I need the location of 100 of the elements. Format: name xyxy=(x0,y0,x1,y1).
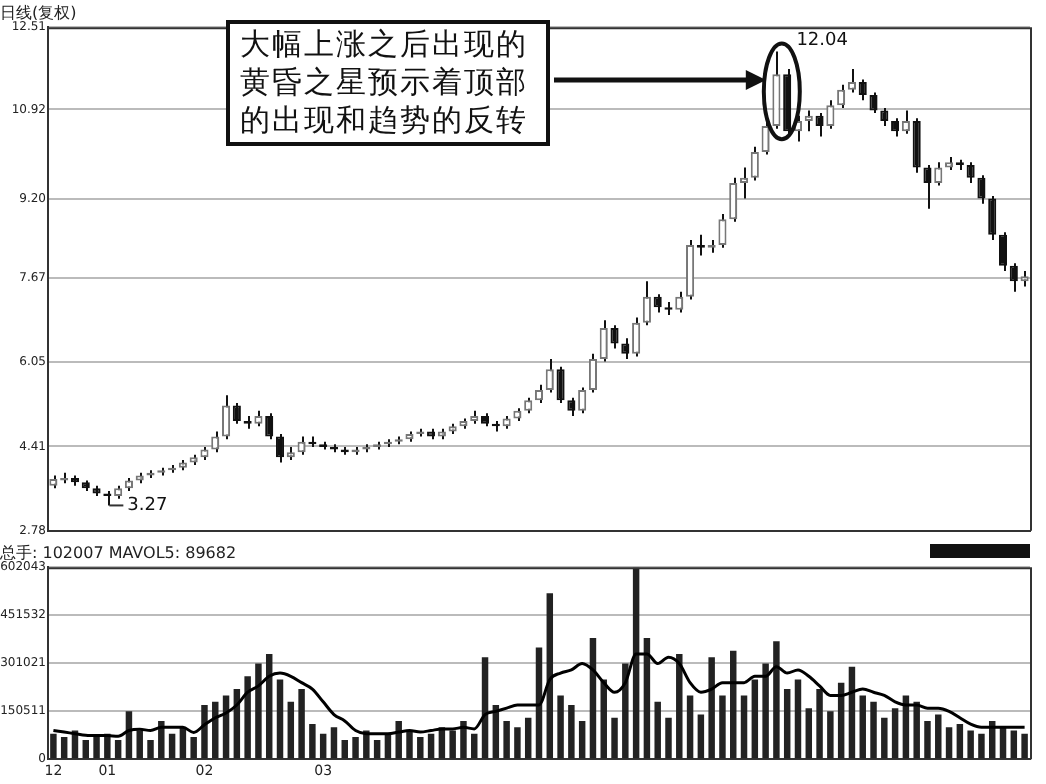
bar xyxy=(60,736,68,759)
candlestick xyxy=(718,213,727,249)
candlestick xyxy=(675,290,684,314)
bar xyxy=(373,740,381,759)
candlestick xyxy=(880,106,889,128)
bar xyxy=(935,714,942,759)
candlestick xyxy=(653,293,662,314)
bar xyxy=(158,720,165,759)
bar xyxy=(708,657,715,759)
bar xyxy=(255,663,262,759)
candlestick xyxy=(891,117,900,138)
candlestick xyxy=(265,412,274,441)
bar xyxy=(212,701,219,759)
candlestick xyxy=(750,145,759,182)
bar xyxy=(319,733,327,759)
candlestick xyxy=(815,112,824,138)
candlestick xyxy=(588,352,597,394)
annotation: 12.04 xyxy=(796,31,849,52)
candlestick xyxy=(275,433,285,464)
bar xyxy=(460,720,467,759)
candlestick xyxy=(826,99,835,130)
bar xyxy=(891,708,899,759)
bar xyxy=(945,727,953,759)
bar xyxy=(740,695,748,759)
bar xyxy=(568,704,575,759)
bar xyxy=(1010,730,1018,759)
candlestick xyxy=(211,430,220,454)
bar xyxy=(190,736,197,759)
bar xyxy=(956,724,964,759)
candlestick xyxy=(599,319,608,363)
bar xyxy=(82,740,90,759)
bar xyxy=(352,736,359,759)
bar xyxy=(244,676,251,759)
bar xyxy=(417,736,424,759)
bar xyxy=(816,689,823,759)
bar xyxy=(730,650,737,759)
candlestick xyxy=(761,119,770,156)
bar xyxy=(578,720,586,759)
bar xyxy=(827,711,834,759)
candlestick xyxy=(988,194,997,241)
bar xyxy=(524,717,532,759)
bar xyxy=(557,695,564,759)
bar xyxy=(395,720,402,759)
bar xyxy=(514,727,521,759)
candlestick xyxy=(998,231,1008,272)
candlestick xyxy=(1009,262,1018,293)
bar xyxy=(686,695,694,759)
bar xyxy=(967,730,974,759)
bar xyxy=(276,679,284,759)
bar xyxy=(665,717,672,759)
bar xyxy=(632,567,640,759)
bar xyxy=(50,733,57,759)
candlestick xyxy=(621,337,630,360)
bar xyxy=(427,733,435,759)
candlestick xyxy=(847,68,856,94)
bar xyxy=(654,701,661,759)
bar xyxy=(870,701,877,759)
bar xyxy=(913,701,920,759)
bar xyxy=(298,689,305,759)
bar xyxy=(201,704,208,759)
bar xyxy=(805,708,813,759)
candlestick xyxy=(534,383,544,404)
bar xyxy=(751,679,759,759)
bar xyxy=(287,701,295,759)
bar xyxy=(147,740,154,759)
chart-title: 日线(复权) xyxy=(0,3,77,22)
bar xyxy=(341,740,348,759)
bar xyxy=(309,724,316,759)
bar xyxy=(611,717,618,759)
candlestick xyxy=(966,161,975,184)
bar xyxy=(773,641,780,759)
candlestick xyxy=(567,396,576,417)
candlestick xyxy=(923,163,932,210)
chart-title: 总手: 102007 MAVOL5: 89682 xyxy=(0,543,237,562)
bar xyxy=(783,689,791,759)
candlestick xyxy=(858,78,867,102)
annotation: 大幅上涨之后出现的黄昏之星预示着顶部的出现和趋势的反转 xyxy=(226,20,550,146)
bar xyxy=(114,740,122,759)
bar xyxy=(546,593,554,759)
bar xyxy=(643,638,651,759)
candlestick xyxy=(869,91,878,115)
candlestick xyxy=(232,401,241,425)
bar xyxy=(93,736,100,759)
bar xyxy=(168,733,176,759)
bar xyxy=(1021,733,1028,759)
candlestick xyxy=(912,117,921,174)
bar xyxy=(330,727,338,759)
candlestick xyxy=(934,161,943,187)
bar xyxy=(719,695,726,759)
candlestick xyxy=(556,365,565,404)
candlestick xyxy=(642,280,651,327)
candlestick xyxy=(837,83,846,109)
bar xyxy=(136,730,143,759)
bar xyxy=(622,663,629,759)
bar xyxy=(471,733,478,759)
bar xyxy=(406,730,413,759)
candlestick xyxy=(578,386,587,415)
candlestick xyxy=(729,176,738,223)
bar xyxy=(697,714,705,759)
candlestick xyxy=(772,50,781,130)
